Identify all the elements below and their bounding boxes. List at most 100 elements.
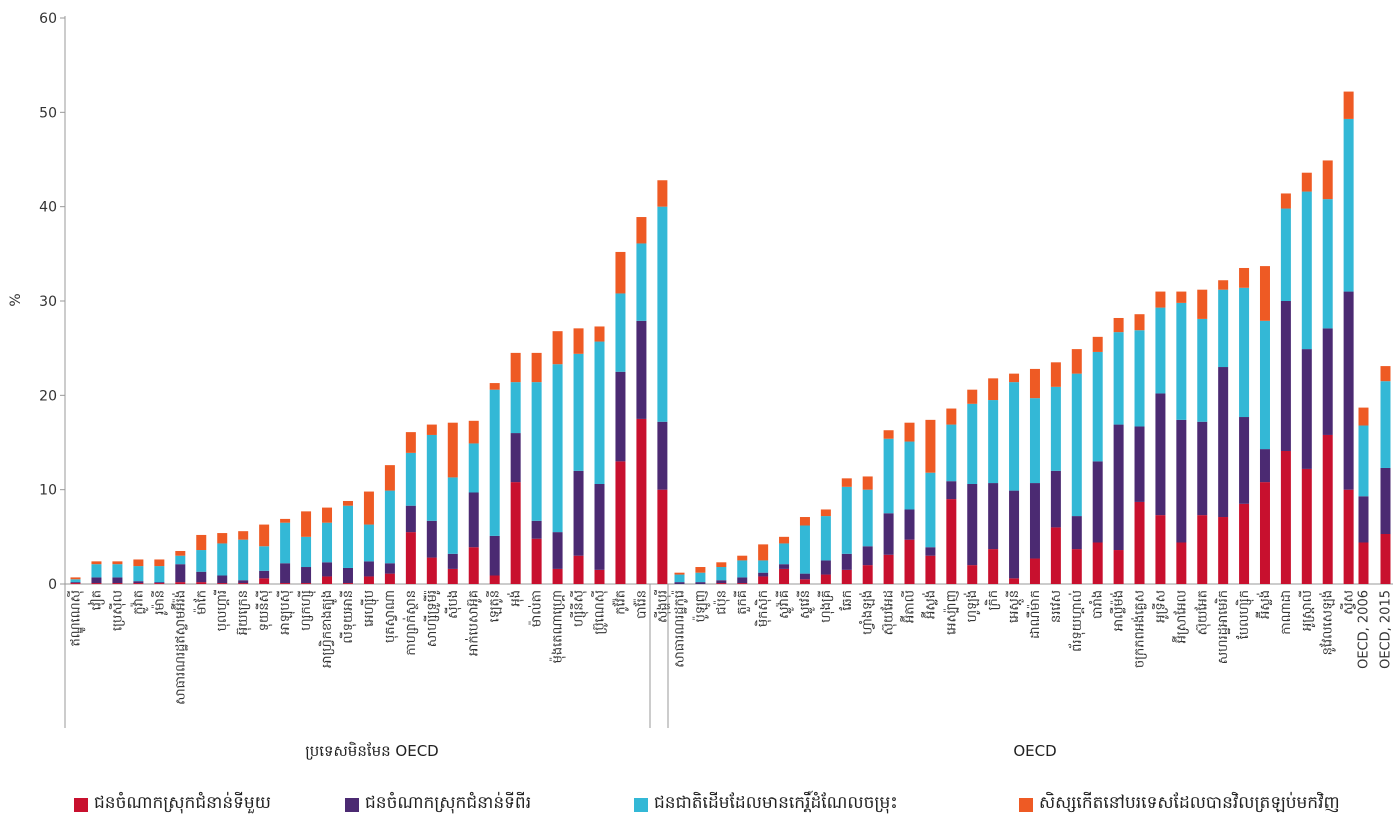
legend-label-returning: សិស្សកើតនៅបរទេសដែលបានវិលត្រឡប់មកវិញ — [1039, 793, 1340, 813]
bar-segment — [133, 581, 144, 584]
bar-segment — [737, 577, 748, 584]
category-label: ស៊ុយអែត — [1193, 590, 1211, 635]
bar-segment — [1092, 542, 1103, 584]
bar-segment — [657, 489, 668, 584]
bar-segment — [342, 500, 353, 506]
bar-segment — [133, 566, 144, 582]
bar-segment — [322, 562, 333, 577]
bar-segment — [322, 522, 333, 563]
bar-segment — [636, 243, 647, 321]
bar-segment — [259, 578, 270, 584]
bar-segment — [1029, 483, 1040, 559]
bar-segment — [363, 524, 374, 562]
bar-segment — [988, 549, 999, 584]
bar-segment — [883, 554, 894, 584]
bar-segment — [737, 560, 748, 578]
category-label: ជប៉ុន — [712, 590, 730, 615]
bar-segment — [447, 553, 458, 569]
bar-segment — [280, 522, 291, 564]
category-label: ស៊ុយអែដ — [880, 590, 898, 635]
category-label: អុង់ — [507, 590, 525, 607]
bar-segment — [904, 539, 915, 584]
bar-segment — [1218, 280, 1229, 290]
bar-segment — [1322, 160, 1333, 200]
bar-segment — [925, 555, 936, 584]
bar-segment — [1358, 542, 1369, 584]
bar-segment — [1071, 549, 1082, 584]
legend-swatch-second-generation — [345, 797, 359, 812]
bar-segment — [363, 491, 374, 525]
category-label: ឡេតូនី — [486, 590, 504, 622]
bar-segment — [946, 408, 957, 425]
bar-segment — [967, 484, 978, 566]
bar-segment — [841, 553, 852, 570]
bar-segment — [405, 432, 416, 453]
category-label: ព័រទុយហ្គាល់ — [1068, 590, 1086, 652]
bar-segment — [91, 583, 102, 584]
bar-segment — [904, 509, 915, 540]
bar-segment — [1009, 578, 1020, 584]
category-labels: ឥណ្ឌូណេស៊ី វៀត ប្រេស៊ីល ក្លូវ៉ាត រូម៉ានី សាធា… — [67, 590, 1393, 705]
bar-segment — [489, 535, 500, 576]
bar-segment — [615, 371, 626, 462]
bar-segment — [405, 452, 416, 506]
category-label: បុលហ្គារី — [213, 590, 231, 631]
bar-segment — [967, 565, 978, 584]
y-tick-label: 10 — [39, 483, 57, 499]
bar-segment — [737, 583, 748, 584]
stacked-bar-chart: 0 10 20 30 40 50 60 % ឥណ្ឌូណេស៊ី វៀត ប្រេស៊ីល ក្ល… — [8, 11, 1393, 760]
bar-segment — [716, 580, 727, 584]
category-label: ប្រ៊ូណេស៊ី — [591, 590, 609, 635]
bar-segment — [91, 564, 102, 578]
bar-segment — [1259, 320, 1270, 450]
bar-segment — [196, 550, 207, 572]
bar-segment — [196, 534, 207, 551]
bar-segment — [946, 499, 957, 584]
bar-segment — [946, 424, 957, 482]
bar-segment — [1071, 349, 1082, 374]
bar-segment — [657, 421, 668, 490]
bar-segment — [594, 569, 605, 584]
bar-segment — [674, 574, 685, 583]
bar-segment — [820, 516, 831, 561]
bar-segment — [1380, 381, 1391, 468]
bar-segment — [1218, 367, 1229, 518]
category-label: ហ្វាំងឡង់ — [859, 590, 876, 635]
bar-segment — [301, 583, 312, 584]
bar-segment — [468, 443, 479, 493]
bar-segment — [1050, 386, 1061, 471]
category-label: នូវែលសេឡង់ — [1319, 590, 1337, 655]
bar-segment — [301, 511, 312, 537]
bars-layer — [70, 91, 1391, 584]
bar-segment — [1343, 91, 1354, 119]
bar-segment — [862, 489, 873, 547]
bar-segment — [1343, 291, 1354, 490]
bar-segment — [573, 353, 584, 471]
category-label: លីទុយអានី — [339, 590, 357, 644]
bar-segment — [217, 543, 228, 576]
bar-segment — [716, 567, 727, 581]
bar-segment — [615, 293, 626, 372]
category-label: សាធារណរដ្ឋកូរ៉េ — [671, 590, 689, 668]
legend-item-first-generation: ជនចំណាកស្រុកជំនាន់ទីមួយ — [74, 792, 271, 817]
bar-segment — [841, 486, 852, 554]
y-tick-label: 40 — [39, 200, 57, 216]
category-label: ក្រិក — [984, 590, 1001, 610]
bar-segment — [594, 341, 605, 485]
bar-segment — [1301, 172, 1312, 192]
category-label: នរវេស — [1049, 590, 1064, 623]
bar-segment — [841, 478, 852, 487]
legend: ជនចំណាកស្រុកជំនាន់ទីមួយ ជនចំណាកស្រុកជំនា… — [0, 790, 1393, 818]
legend-item-returning: សិស្សកើតនៅបរទេសដែលបានវិលត្រឡប់មកវិញ — [1019, 792, 1340, 817]
bar-segment — [342, 583, 353, 584]
bar-segment — [1301, 349, 1312, 469]
bar-segment — [468, 492, 479, 548]
category-label: អាក់បេសាអ៊ូគ — [465, 590, 483, 656]
bar-segment — [758, 576, 769, 584]
bar-segment — [342, 505, 353, 568]
group-label-oecd: OECD — [1013, 742, 1056, 760]
bar-segment — [799, 573, 810, 580]
y-tick-label: 20 — [39, 388, 57, 404]
bar-segment — [384, 490, 395, 564]
bar-segment — [70, 579, 81, 583]
